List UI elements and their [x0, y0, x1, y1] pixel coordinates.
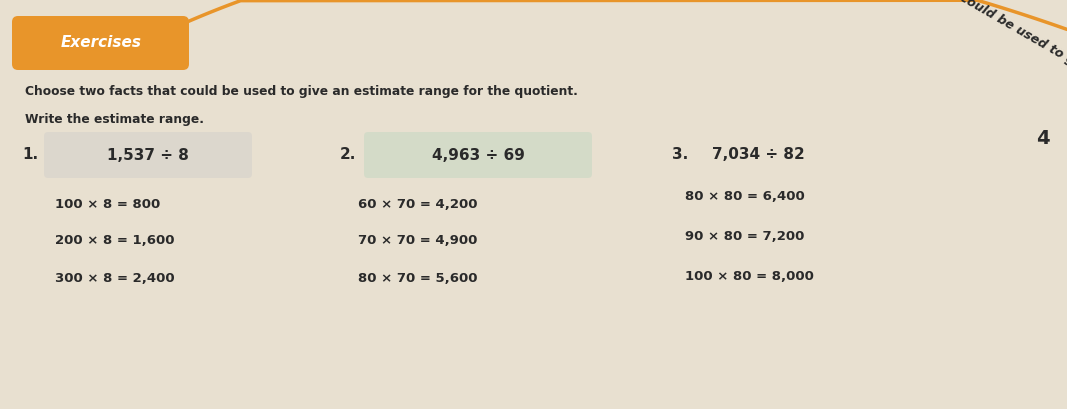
- Text: 90 × 80 = 7,200: 90 × 80 = 7,200: [685, 231, 805, 243]
- FancyBboxPatch shape: [12, 16, 189, 70]
- Text: 200 × 8 = 1,600: 200 × 8 = 1,600: [55, 234, 175, 247]
- Text: Choose two facts that could be used to give an estimate range for the quotient.: Choose two facts that could be used to g…: [25, 85, 578, 97]
- Text: 2.: 2.: [340, 146, 356, 162]
- Text: 1.: 1.: [22, 146, 38, 162]
- Text: 100 × 80 = 8,000: 100 × 80 = 8,000: [685, 270, 814, 283]
- Text: 70 × 70 = 4,900: 70 × 70 = 4,900: [359, 234, 477, 247]
- FancyBboxPatch shape: [364, 132, 592, 178]
- Text: 80 × 80 = 6,400: 80 × 80 = 6,400: [685, 191, 805, 204]
- Text: 100 × 8 = 800: 100 × 8 = 800: [55, 198, 160, 211]
- Text: 4: 4: [1036, 130, 1050, 148]
- Text: Choose two facts that could be used to give an estimate range for the quotient.: Choose two facts that could be used to g…: [821, 0, 1067, 206]
- Text: 80 × 70 = 5,600: 80 × 70 = 5,600: [359, 272, 478, 285]
- Text: 4,963 ÷ 69: 4,963 ÷ 69: [431, 148, 525, 162]
- Text: 3.: 3.: [672, 146, 688, 162]
- Text: Exercises: Exercises: [61, 35, 142, 50]
- FancyBboxPatch shape: [44, 132, 252, 178]
- Text: 60 × 70 = 4,200: 60 × 70 = 4,200: [359, 198, 478, 211]
- Text: 7,034 ÷ 82: 7,034 ÷ 82: [712, 146, 805, 162]
- Text: 1,537 ÷ 8: 1,537 ÷ 8: [107, 148, 189, 162]
- Text: 300 × 8 = 2,400: 300 × 8 = 2,400: [55, 272, 175, 285]
- Text: Write the estimate range.: Write the estimate range.: [25, 112, 204, 126]
